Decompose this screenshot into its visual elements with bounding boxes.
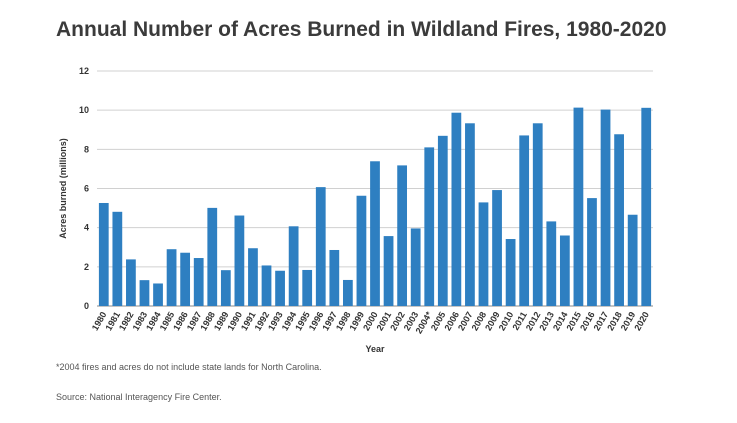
bar xyxy=(234,215,245,306)
bar xyxy=(587,198,597,306)
bar xyxy=(492,190,502,306)
x-tick-label: 2020 xyxy=(632,310,651,332)
bar xyxy=(329,249,340,306)
y-tick-label: 12 xyxy=(79,66,89,76)
bar xyxy=(532,123,543,306)
bar xyxy=(600,109,611,307)
bar xyxy=(614,134,624,306)
bar xyxy=(315,187,326,306)
bar xyxy=(383,236,394,306)
bar xyxy=(302,269,313,306)
bar xyxy=(641,107,652,306)
chart-title: Annual Number of Acres Burned in Wildlan… xyxy=(56,18,667,41)
bar xyxy=(410,228,421,306)
bar xyxy=(98,202,109,306)
source-note: Source: National Interagency Fire Center… xyxy=(56,392,222,402)
bar-chart: 0246810121980198119821983198419851986198… xyxy=(58,66,653,354)
bar xyxy=(180,252,191,306)
bar xyxy=(112,211,123,306)
bar xyxy=(505,239,516,306)
bar xyxy=(397,165,408,306)
bar xyxy=(546,221,557,306)
x-axis-label: Year xyxy=(365,344,385,354)
y-tick-label: 0 xyxy=(84,301,89,311)
footnote: *2004 fires and acres do not include sta… xyxy=(56,362,322,372)
y-tick-label: 8 xyxy=(84,144,89,154)
bar xyxy=(261,265,272,306)
bar xyxy=(437,135,448,306)
bar xyxy=(288,226,299,306)
bar xyxy=(519,135,530,306)
bar xyxy=(220,270,231,306)
bar xyxy=(126,259,136,306)
bar xyxy=(153,283,163,306)
bar xyxy=(207,207,218,306)
bar xyxy=(193,258,204,306)
bar xyxy=(424,147,435,306)
y-tick-label: 2 xyxy=(84,262,89,272)
bar xyxy=(573,107,584,306)
y-tick-label: 4 xyxy=(84,223,89,233)
y-tick-label: 10 xyxy=(79,105,89,115)
y-axis-label: Acres burned (millions) xyxy=(58,138,68,239)
bar xyxy=(627,214,638,306)
bar xyxy=(166,249,177,306)
bar xyxy=(248,248,258,306)
bar xyxy=(342,279,353,306)
bar xyxy=(275,270,285,306)
bar xyxy=(465,123,475,306)
bar xyxy=(478,202,489,306)
bar xyxy=(451,112,462,307)
bar xyxy=(559,235,570,306)
bar xyxy=(139,280,150,306)
bar xyxy=(370,161,380,306)
bar xyxy=(356,195,367,306)
y-tick-label: 6 xyxy=(84,184,89,194)
